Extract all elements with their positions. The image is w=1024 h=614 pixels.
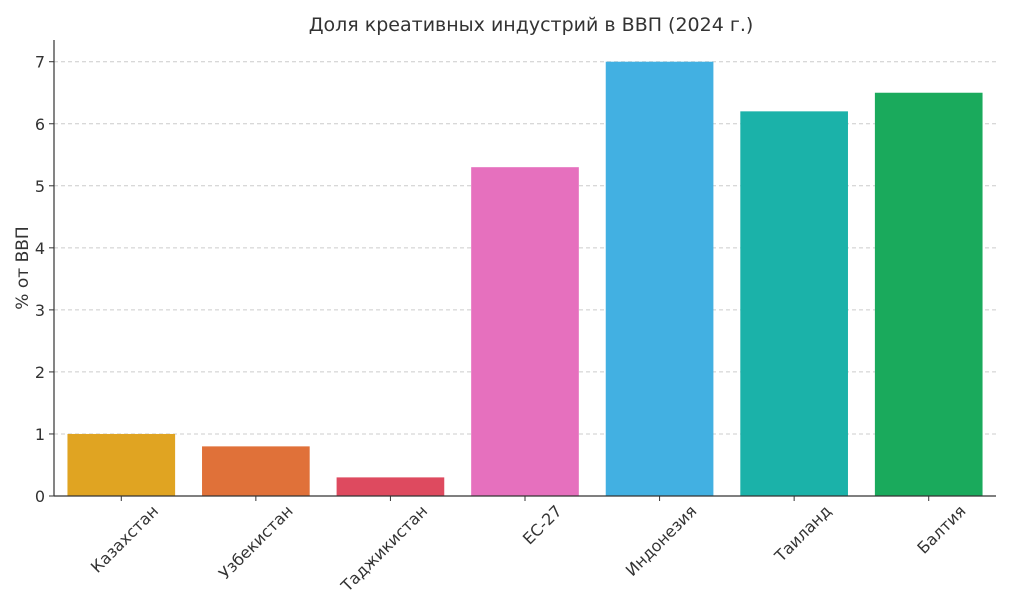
y-tick-label: 3 [35,301,45,320]
y-tick-label: 2 [35,363,45,382]
y-ticks: 0 1 2 3 4 5 6 7 [35,53,54,506]
y-tick-label: 4 [35,239,45,258]
x-tick-label: ЕС-27 [519,501,566,548]
bar-3 [471,167,579,497]
bar-2 [336,477,445,496]
y-tick-label: 7 [35,53,45,72]
y-tick-label: 5 [35,177,45,196]
x-tick-label: Индонезия [622,501,701,580]
y-tick-label: 1 [35,425,45,444]
y-axis-label: % от ВВП [13,226,33,309]
bar-4 [605,61,714,496]
x-tick-label: Казахстан [87,501,162,576]
bar-5 [740,111,848,497]
x-tick-label: Узбекистан [215,501,297,583]
bar-1 [202,446,310,496]
bar-6 [874,92,983,497]
bar-0 [67,433,176,496]
chart-title: Доля креативных индустрий в ВВП (2024 г.… [309,14,754,36]
y-tick-label: 6 [35,115,45,134]
x-tick-label: Таиланд [770,501,835,566]
x-tick-label: Балтия [913,501,969,557]
bars [67,61,983,497]
x-ticks: Казахстан Узбекистан Таджикистан ЕС-27 Индон… [87,496,970,596]
x-tick-label: Таджикистан [337,501,432,596]
y-tick-label: 0 [35,487,45,506]
